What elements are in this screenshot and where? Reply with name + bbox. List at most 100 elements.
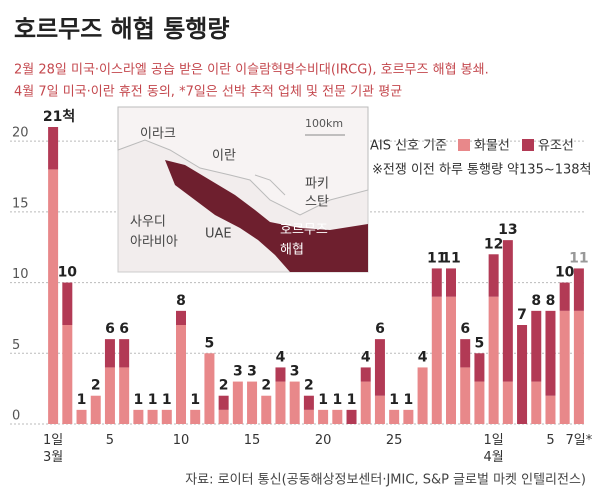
x-tick-label: 7일* <box>566 433 593 448</box>
bar-segment <box>218 409 229 424</box>
x-tick-label: 5 <box>546 433 554 448</box>
bar-segment <box>275 381 286 424</box>
total-label: 3 <box>290 364 300 380</box>
total-label: 1 <box>389 392 399 408</box>
gulf <box>165 160 368 272</box>
bar-segment <box>48 127 59 170</box>
bar-segment <box>76 409 87 424</box>
total-label: 12 <box>484 236 503 252</box>
map: 100km 이라크 이란 사우디 아라비아 UAE 파키 스탄 호르무즈 해협 <box>117 106 369 273</box>
bar-segment <box>545 310 556 396</box>
total-label: 8 <box>531 293 541 309</box>
total-label: 1 <box>190 392 200 408</box>
map-label: 아라비아 <box>130 235 178 250</box>
bar-segment <box>488 254 499 297</box>
total-label: 1 <box>148 392 158 408</box>
total-label: 6 <box>460 321 470 337</box>
bar-segment <box>161 409 172 424</box>
total-label: 13 <box>498 222 517 238</box>
total-label: 1 <box>332 392 342 408</box>
bar-segment <box>573 310 584 424</box>
x-tick-label: 1일 4월 <box>484 433 504 465</box>
bar-segment <box>318 409 329 424</box>
x-tick-label: 10 <box>173 433 190 448</box>
total-label: 2 <box>261 378 271 394</box>
bar-segment <box>502 381 513 424</box>
total-label: 4 <box>418 349 428 365</box>
bar-segment <box>204 353 215 424</box>
bar-segment <box>460 367 471 424</box>
total-label: 1 <box>133 392 143 408</box>
bar-segment <box>389 409 400 424</box>
bar-segment <box>346 409 357 424</box>
map-label: 이란 <box>212 149 236 164</box>
bar-segment <box>247 381 258 424</box>
bar-segment <box>303 395 314 410</box>
bar-segment <box>559 282 570 311</box>
bar-segment <box>48 169 59 424</box>
total-label: 1 <box>318 392 328 408</box>
total-label: 5 <box>205 335 215 351</box>
bar-segment <box>403 409 414 424</box>
total-label: 10 <box>58 265 78 281</box>
bar-segment <box>62 325 73 424</box>
bar-segment <box>133 409 144 424</box>
x-tick-label: 25 <box>386 433 403 448</box>
bar-segment <box>502 240 513 382</box>
x-tick-label: 1일 3월 <box>43 433 63 465</box>
bar-segment <box>446 296 456 424</box>
total-label: 4 <box>276 349 286 365</box>
bar-segment <box>232 381 243 424</box>
legend-swatch <box>458 139 470 151</box>
bar-segment <box>176 310 186 325</box>
bar-segment <box>531 381 542 424</box>
bar-segment <box>261 395 272 424</box>
total-label: 21척 <box>43 109 75 125</box>
bar-segment <box>374 395 385 424</box>
bar-segment <box>289 381 300 424</box>
total-label: 2 <box>219 378 229 394</box>
bar-segment <box>374 339 385 396</box>
map-label: 파키 <box>305 177 329 192</box>
bar-segment <box>517 325 528 424</box>
total-label: 11 <box>427 250 446 266</box>
bar-segment <box>460 339 471 368</box>
bar-segment <box>119 367 130 424</box>
total-label: 1 <box>403 392 413 408</box>
y-tick-label: 0 <box>12 409 20 424</box>
land <box>117 106 369 216</box>
bar-segment <box>90 395 101 424</box>
bar-segment <box>573 268 584 311</box>
subtitle: 4월 7일 미국·이란 휴전 동의, *7일은 선박 추적 업체 및 전문 기관… <box>14 85 402 100</box>
bar-segment <box>488 296 499 424</box>
total-label: 1 <box>347 392 357 408</box>
total-label: 11 <box>569 250 588 266</box>
note: ※전쟁 이전 하루 통행량 약135~138척 <box>372 162 592 178</box>
total-label: 1 <box>77 392 87 408</box>
total-label: 11 <box>441 250 460 266</box>
bar-segment <box>360 381 371 424</box>
total-label: 2 <box>91 378 101 394</box>
map-label: 해협 <box>280 243 304 258</box>
legend-label: 화물선 <box>474 139 510 154</box>
bar-segment <box>474 381 485 424</box>
map-label: 호르무즈 <box>280 223 328 238</box>
total-label: 1 <box>162 392 172 408</box>
border <box>254 174 286 196</box>
legend-swatch <box>522 139 534 151</box>
bar-segment <box>446 268 456 297</box>
bar-segment <box>104 367 115 424</box>
total-label: 6 <box>119 321 129 337</box>
map-label: 스탄 <box>305 195 329 210</box>
total-label: 2 <box>304 378 314 394</box>
total-label: 4 <box>361 349 371 365</box>
bar-segment <box>147 409 158 424</box>
y-tick-label: 20 <box>12 126 29 141</box>
bar-segment <box>531 310 542 382</box>
x-tick-label: 20 <box>315 433 332 448</box>
total-label: 3 <box>247 364 257 380</box>
total-label: 3 <box>233 364 243 380</box>
bar-segment <box>545 395 556 424</box>
bar-segment <box>417 367 428 424</box>
